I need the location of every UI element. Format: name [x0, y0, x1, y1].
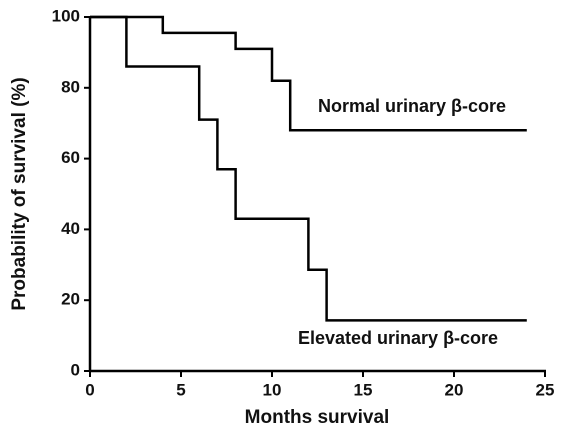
x-tick-label: 0 [85, 380, 94, 399]
y-tick-label: 40 [61, 219, 80, 238]
y-tick-label: 80 [61, 77, 80, 96]
x-tick-label: 20 [445, 380, 464, 399]
x-tick-label: 5 [176, 380, 185, 399]
y-tick-label: 20 [61, 290, 80, 309]
x-tick-label: 25 [536, 380, 555, 399]
y-axis-label: Probability of survival (%) [9, 77, 30, 310]
y-tick-label: 100 [52, 6, 80, 25]
x-tick-label: 15 [354, 380, 373, 399]
curve-label: Elevated urinary β-core [298, 328, 498, 348]
x-axis-label: Months survival [245, 407, 390, 428]
y-tick-label: 0 [71, 360, 80, 379]
x-tick-label: 10 [263, 380, 282, 399]
curve-label: Normal urinary β-core [318, 96, 506, 116]
survival-curve [90, 15, 527, 322]
y-tick-label: 60 [61, 148, 80, 167]
survival-curve [90, 15, 527, 132]
